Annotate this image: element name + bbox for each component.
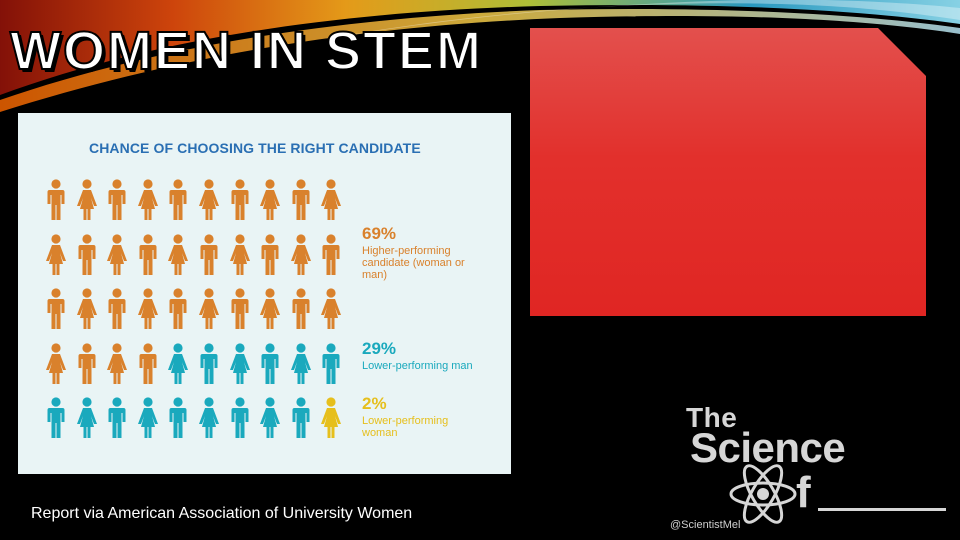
woman-figure-icon <box>137 179 158 221</box>
man-figure-icon <box>46 288 66 330</box>
man-figure-icon <box>77 233 97 276</box>
woman-figure-icon <box>199 179 219 221</box>
woman-figure-icon <box>290 342 311 385</box>
man-figure-icon <box>260 342 280 385</box>
stat-percent: 29% <box>362 339 397 358</box>
man-figure-icon <box>168 179 188 221</box>
man-figure-icon <box>321 233 341 276</box>
woman-figure-icon <box>137 397 158 439</box>
man-figure-icon <box>291 179 311 221</box>
woman-figure-icon <box>229 342 250 385</box>
atom-icon <box>729 464 797 524</box>
woman-figure-icon <box>290 233 311 276</box>
man-figure-icon <box>46 179 66 221</box>
man-figure-icon <box>138 233 158 276</box>
stat-group-higher-performing: 69% Higher-performing candidate (woman o… <box>362 224 482 282</box>
man-figure-icon <box>291 288 311 330</box>
man-figure-icon <box>168 288 188 330</box>
man-figure-icon <box>199 342 219 385</box>
woman-figure-icon <box>76 179 97 221</box>
man-figure-icon <box>168 397 188 439</box>
woman-figure-icon <box>76 397 97 439</box>
man-figure-icon <box>230 397 250 439</box>
stat-percent: 2% <box>362 394 387 413</box>
woman-figure-icon <box>168 233 189 276</box>
woman-figure-icon <box>321 179 342 221</box>
woman-figure-icon <box>260 179 281 221</box>
stat-description: Lower-performing woman <box>362 415 449 439</box>
stat-description: Higher-performing candidate (woman or ma… <box>362 245 465 281</box>
man-figure-icon <box>260 233 280 276</box>
woman-figure-icon <box>321 397 342 439</box>
woman-figure-icon <box>260 288 281 330</box>
infographic-title: CHANCE OF CHOOSING THE RIGHT CANDIDATE <box>89 140 421 156</box>
woman-figure-icon <box>137 288 158 330</box>
man-figure-icon <box>230 179 250 221</box>
man-figure-icon <box>199 233 219 276</box>
red-placeholder-box <box>530 28 926 316</box>
woman-figure-icon <box>107 233 128 276</box>
source-caption: Report via American Association of Unive… <box>31 505 413 522</box>
stat-group-lower-woman: 2% Lower-performing woman <box>362 394 482 440</box>
stat-percent: 69% <box>362 224 397 243</box>
man-figure-icon <box>107 288 127 330</box>
woman-figure-icon <box>260 397 281 439</box>
man-figure-icon <box>46 397 66 439</box>
decorative-swoosh <box>0 0 960 113</box>
infographic: CHANCE OF CHOOSING THE RIGHT CANDIDATE 6… <box>18 113 511 474</box>
woman-figure-icon <box>46 342 66 385</box>
logo-text-the: The <box>686 402 738 433</box>
woman-figure-icon <box>199 397 219 439</box>
slide-title: WOMEN IN STEM <box>9 20 483 82</box>
logo-text-science: Science <box>690 424 846 471</box>
man-figure-icon <box>77 342 97 385</box>
logo-underline <box>818 508 946 511</box>
man-figure-icon <box>138 342 158 385</box>
man-figure-icon <box>230 288 250 330</box>
woman-figure-icon <box>107 342 128 385</box>
people-grid <box>46 179 346 441</box>
stat-group-lower-man: 29% Lower-performing man <box>362 339 482 373</box>
woman-figure-icon <box>199 288 219 330</box>
man-figure-icon <box>291 397 311 439</box>
woman-figure-icon <box>229 233 250 276</box>
man-figure-icon <box>107 397 127 439</box>
science-logo: The Science f @ScientistMel <box>670 398 952 531</box>
woman-figure-icon <box>321 288 342 330</box>
stat-description: Lower-performing man <box>362 360 473 372</box>
woman-figure-icon <box>46 233 66 276</box>
man-figure-icon <box>321 342 341 385</box>
woman-figure-icon <box>168 342 189 385</box>
twitter-handle: @ScientistMel <box>670 519 741 531</box>
logo-text-f: f <box>796 468 811 517</box>
woman-figure-icon <box>76 288 97 330</box>
man-figure-icon <box>107 179 127 221</box>
